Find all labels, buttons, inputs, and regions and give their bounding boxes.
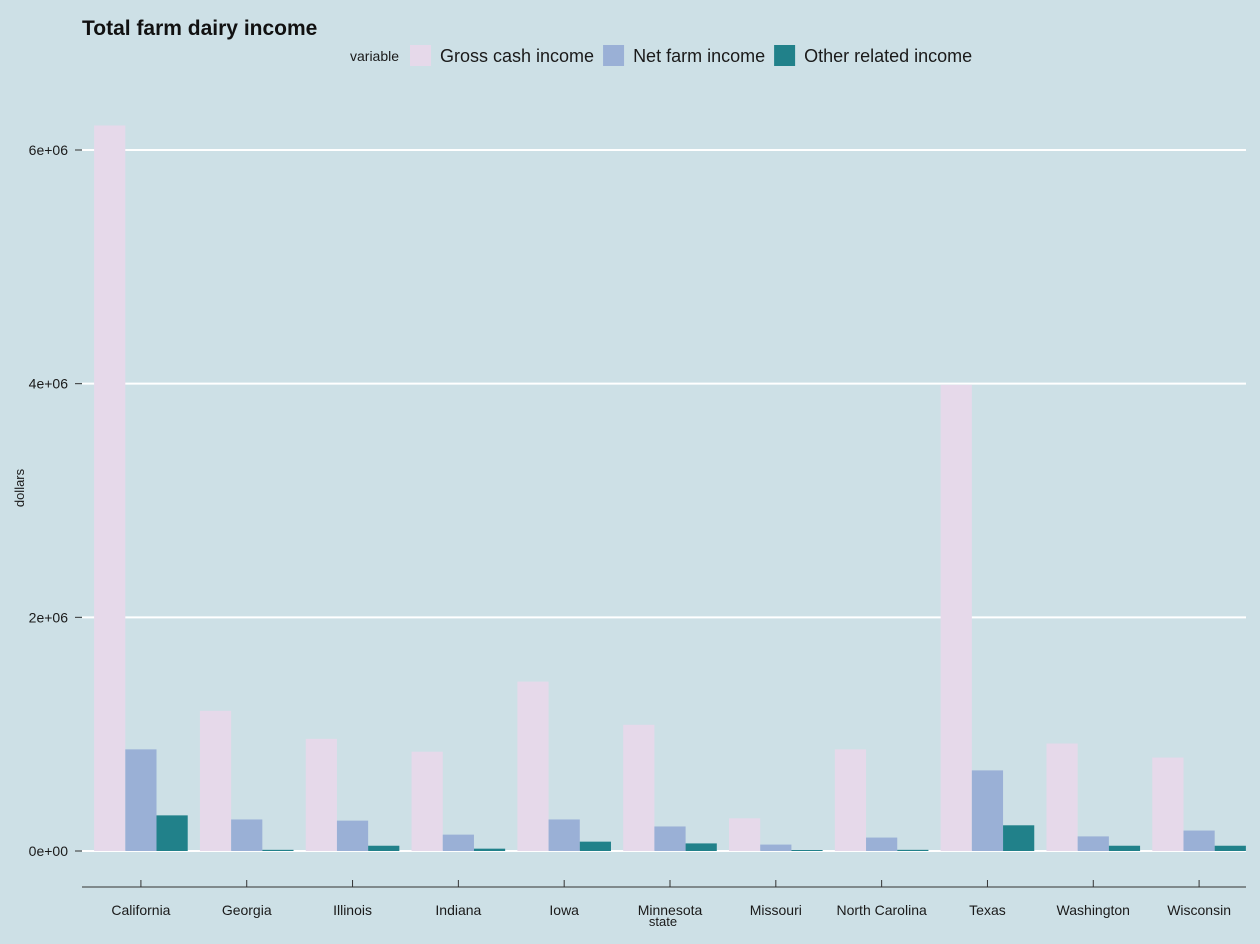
x-tick-label: Indiana bbox=[435, 902, 481, 918]
bar-net-farm-income bbox=[760, 844, 792, 851]
bar-other-related-income bbox=[156, 815, 188, 851]
y-axis-title: dollars bbox=[12, 468, 27, 507]
bar-gross-cash-income bbox=[94, 125, 126, 852]
x-tick-label: California bbox=[111, 902, 170, 918]
x-tick-label: Iowa bbox=[549, 902, 579, 918]
bar-other-related-income bbox=[262, 849, 294, 851]
bar-net-farm-income bbox=[231, 819, 263, 851]
bar-other-related-income bbox=[368, 845, 400, 851]
x-tick-label: Wisconsin bbox=[1167, 902, 1231, 918]
bar-net-farm-income bbox=[1183, 830, 1215, 851]
bar-net-farm-income bbox=[1077, 836, 1109, 851]
x-tick-label: Texas bbox=[969, 902, 1006, 918]
bars bbox=[94, 125, 1246, 852]
x-tick-label: Georgia bbox=[222, 902, 272, 918]
legend: variable Gross cash income Net farm incom… bbox=[350, 45, 972, 66]
bar-gross-cash-income bbox=[517, 681, 549, 851]
bar-gross-cash-income bbox=[623, 724, 655, 851]
bar-gross-cash-income bbox=[199, 710, 232, 851]
chart-title: Total farm dairy income bbox=[82, 17, 317, 40]
legend-title: variable bbox=[350, 48, 399, 64]
x-tick-label: Illinois bbox=[333, 902, 372, 918]
bar-gross-cash-income bbox=[1152, 757, 1184, 851]
bar-gross-cash-income bbox=[940, 384, 972, 851]
bar-other-related-income bbox=[1214, 845, 1246, 851]
y-tick-label: 0e+00 bbox=[29, 843, 69, 859]
bar-gross-cash-income bbox=[834, 749, 867, 851]
bar-net-farm-income bbox=[654, 826, 686, 851]
bar-other-related-income bbox=[685, 843, 717, 851]
legend-label: Gross cash income bbox=[440, 46, 594, 66]
x-tick-label: Washington bbox=[1057, 902, 1130, 918]
legend-label: Net farm income bbox=[633, 46, 765, 66]
x-axis: California Georgia Illinois Indiana Iowa Minn… bbox=[82, 880, 1246, 918]
x-tick-label: Missouri bbox=[750, 902, 802, 918]
bar-gross-cash-income bbox=[729, 818, 761, 851]
bar-other-related-income bbox=[1108, 845, 1141, 851]
y-tick-label: 6e+06 bbox=[29, 142, 69, 158]
bar-other-related-income bbox=[579, 841, 611, 851]
x-tick-label: Minnesota bbox=[638, 902, 703, 918]
x-tick-label: North Carolina bbox=[837, 902, 927, 918]
bar-net-farm-income bbox=[971, 770, 1004, 851]
bar-net-farm-income bbox=[866, 837, 898, 851]
bar-net-farm-income bbox=[336, 820, 369, 851]
y-axis: 0e+00 2e+06 4e+06 6e+06 bbox=[29, 142, 82, 859]
y-tick-label: 2e+06 bbox=[29, 609, 69, 625]
bar-net-farm-income bbox=[442, 834, 474, 851]
bar-other-related-income bbox=[1003, 825, 1035, 851]
legend-swatch bbox=[774, 45, 796, 66]
bar-net-farm-income bbox=[125, 749, 157, 851]
bar-other-related-income bbox=[791, 850, 823, 851]
bar-gross-cash-income bbox=[1046, 743, 1078, 851]
bar-gross-cash-income bbox=[411, 751, 443, 851]
bar-gross-cash-income bbox=[305, 738, 337, 851]
x-axis-title: state bbox=[649, 914, 677, 929]
legend-swatch bbox=[603, 45, 625, 66]
y-tick-label: 4e+06 bbox=[29, 376, 69, 392]
legend-label: Other related income bbox=[804, 46, 972, 66]
bar-other-related-income bbox=[897, 849, 929, 851]
bar-other-related-income bbox=[473, 848, 506, 851]
legend-swatch bbox=[410, 45, 431, 66]
bar-net-farm-income bbox=[548, 819, 580, 851]
